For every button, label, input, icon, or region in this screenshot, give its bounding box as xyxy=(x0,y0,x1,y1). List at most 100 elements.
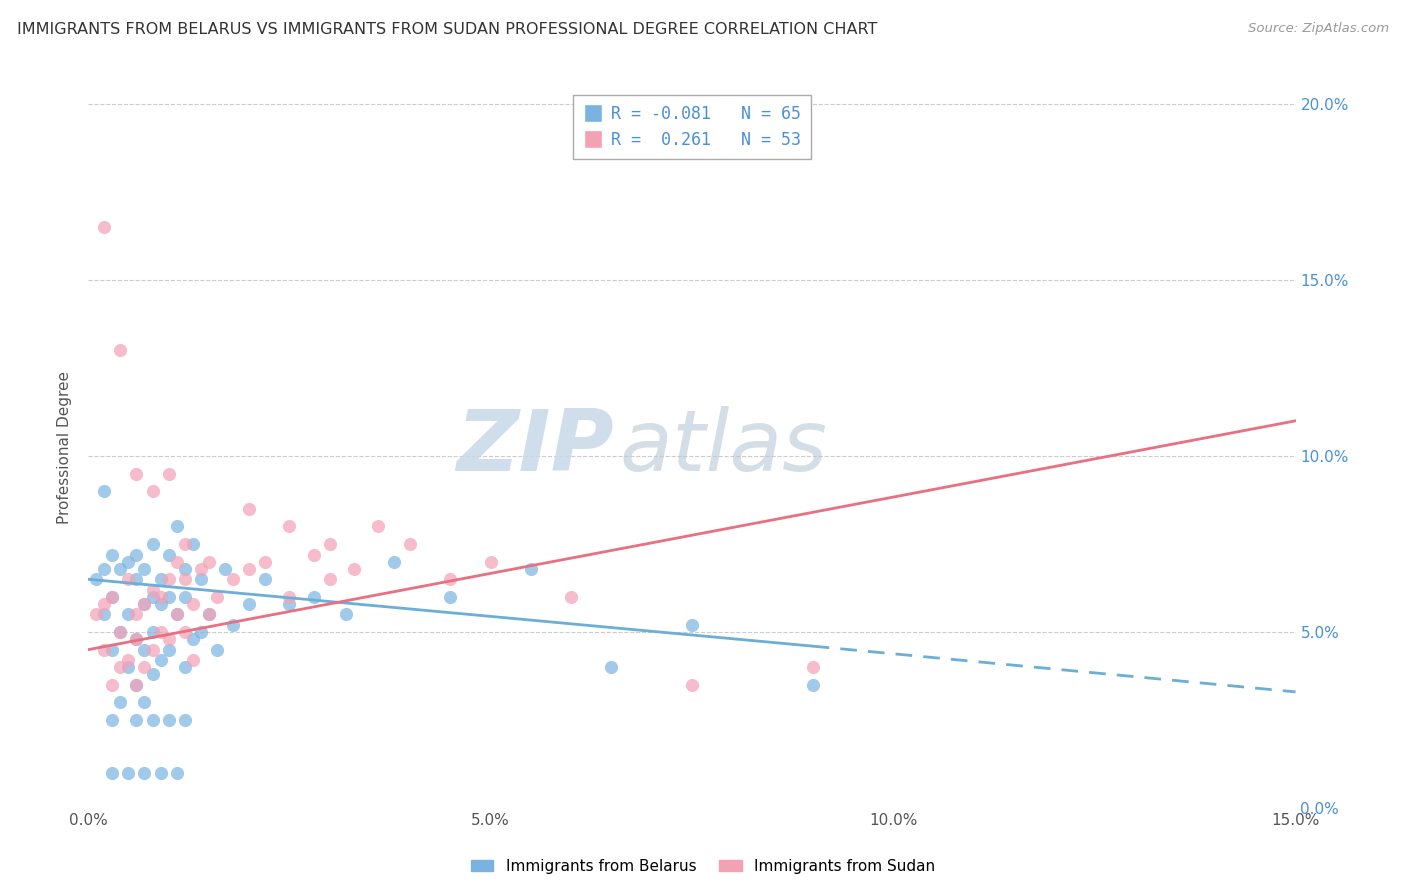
Legend: R = -0.081   N = 65, R =  0.261   N = 53: R = -0.081 N = 65, R = 0.261 N = 53 xyxy=(572,95,811,159)
Point xyxy=(157,467,180,481)
Point xyxy=(84,607,107,622)
Point xyxy=(173,572,195,586)
Point xyxy=(166,519,188,533)
Point xyxy=(560,590,582,604)
Point xyxy=(117,555,139,569)
Point xyxy=(205,642,228,657)
Point xyxy=(198,555,221,569)
Point xyxy=(141,713,163,727)
Point xyxy=(181,632,204,646)
Point xyxy=(520,562,543,576)
Point xyxy=(117,572,139,586)
Point xyxy=(134,660,156,674)
Point xyxy=(278,590,301,604)
Point xyxy=(101,590,124,604)
Point xyxy=(173,660,195,674)
Point xyxy=(157,572,180,586)
Point xyxy=(238,501,260,516)
Point xyxy=(84,572,107,586)
Point xyxy=(141,582,163,597)
Point xyxy=(149,653,172,667)
Point xyxy=(141,484,163,499)
Point xyxy=(141,537,163,551)
Point xyxy=(173,625,195,640)
Point xyxy=(110,562,132,576)
Point xyxy=(149,597,172,611)
Point xyxy=(190,625,212,640)
Point xyxy=(125,678,148,692)
Point xyxy=(335,607,357,622)
Point xyxy=(134,696,156,710)
Point xyxy=(157,590,180,604)
Point xyxy=(125,572,148,586)
Point xyxy=(181,597,204,611)
Point xyxy=(141,625,163,640)
Point xyxy=(134,597,156,611)
Point xyxy=(110,343,132,358)
Point xyxy=(278,519,301,533)
Point xyxy=(238,597,260,611)
Point xyxy=(110,625,132,640)
Point xyxy=(125,548,148,562)
Point xyxy=(93,562,115,576)
Point xyxy=(181,653,204,667)
Point xyxy=(149,765,172,780)
Point xyxy=(93,607,115,622)
Point xyxy=(205,590,228,604)
Point xyxy=(399,537,422,551)
Point xyxy=(600,660,623,674)
Point xyxy=(134,765,156,780)
Point xyxy=(101,642,124,657)
Point xyxy=(117,660,139,674)
Point xyxy=(254,555,277,569)
Point xyxy=(173,562,195,576)
Point xyxy=(801,678,824,692)
Point xyxy=(134,597,156,611)
Point xyxy=(110,660,132,674)
Text: IMMIGRANTS FROM BELARUS VS IMMIGRANTS FROM SUDAN PROFESSIONAL DEGREE CORRELATION: IMMIGRANTS FROM BELARUS VS IMMIGRANTS FR… xyxy=(17,22,877,37)
Point xyxy=(125,607,148,622)
Point xyxy=(93,642,115,657)
Point xyxy=(141,667,163,681)
Point xyxy=(166,607,188,622)
Point xyxy=(141,590,163,604)
Point xyxy=(93,597,115,611)
Point xyxy=(190,572,212,586)
Point xyxy=(149,572,172,586)
Point xyxy=(101,590,124,604)
Point xyxy=(157,632,180,646)
Point xyxy=(149,590,172,604)
Point xyxy=(125,713,148,727)
Point xyxy=(157,548,180,562)
Point xyxy=(125,632,148,646)
Point xyxy=(134,562,156,576)
Point xyxy=(149,625,172,640)
Text: Source: ZipAtlas.com: Source: ZipAtlas.com xyxy=(1249,22,1389,36)
Point xyxy=(101,678,124,692)
Point xyxy=(141,642,163,657)
Point xyxy=(134,642,156,657)
Point xyxy=(173,713,195,727)
Text: atlas: atlas xyxy=(620,406,827,489)
Point xyxy=(125,632,148,646)
Point xyxy=(117,653,139,667)
Point xyxy=(166,607,188,622)
Point xyxy=(117,607,139,622)
Point xyxy=(93,484,115,499)
Point xyxy=(166,765,188,780)
Legend: Immigrants from Belarus, Immigrants from Sudan: Immigrants from Belarus, Immigrants from… xyxy=(464,853,942,880)
Point xyxy=(238,562,260,576)
Point xyxy=(367,519,389,533)
Point xyxy=(302,548,325,562)
Point xyxy=(278,597,301,611)
Point xyxy=(125,678,148,692)
Point xyxy=(222,572,245,586)
Point xyxy=(101,765,124,780)
Point xyxy=(198,607,221,622)
Point xyxy=(318,537,340,551)
Point xyxy=(382,555,405,569)
Point xyxy=(181,537,204,551)
Point xyxy=(110,696,132,710)
Point xyxy=(343,562,366,576)
Point xyxy=(302,590,325,604)
